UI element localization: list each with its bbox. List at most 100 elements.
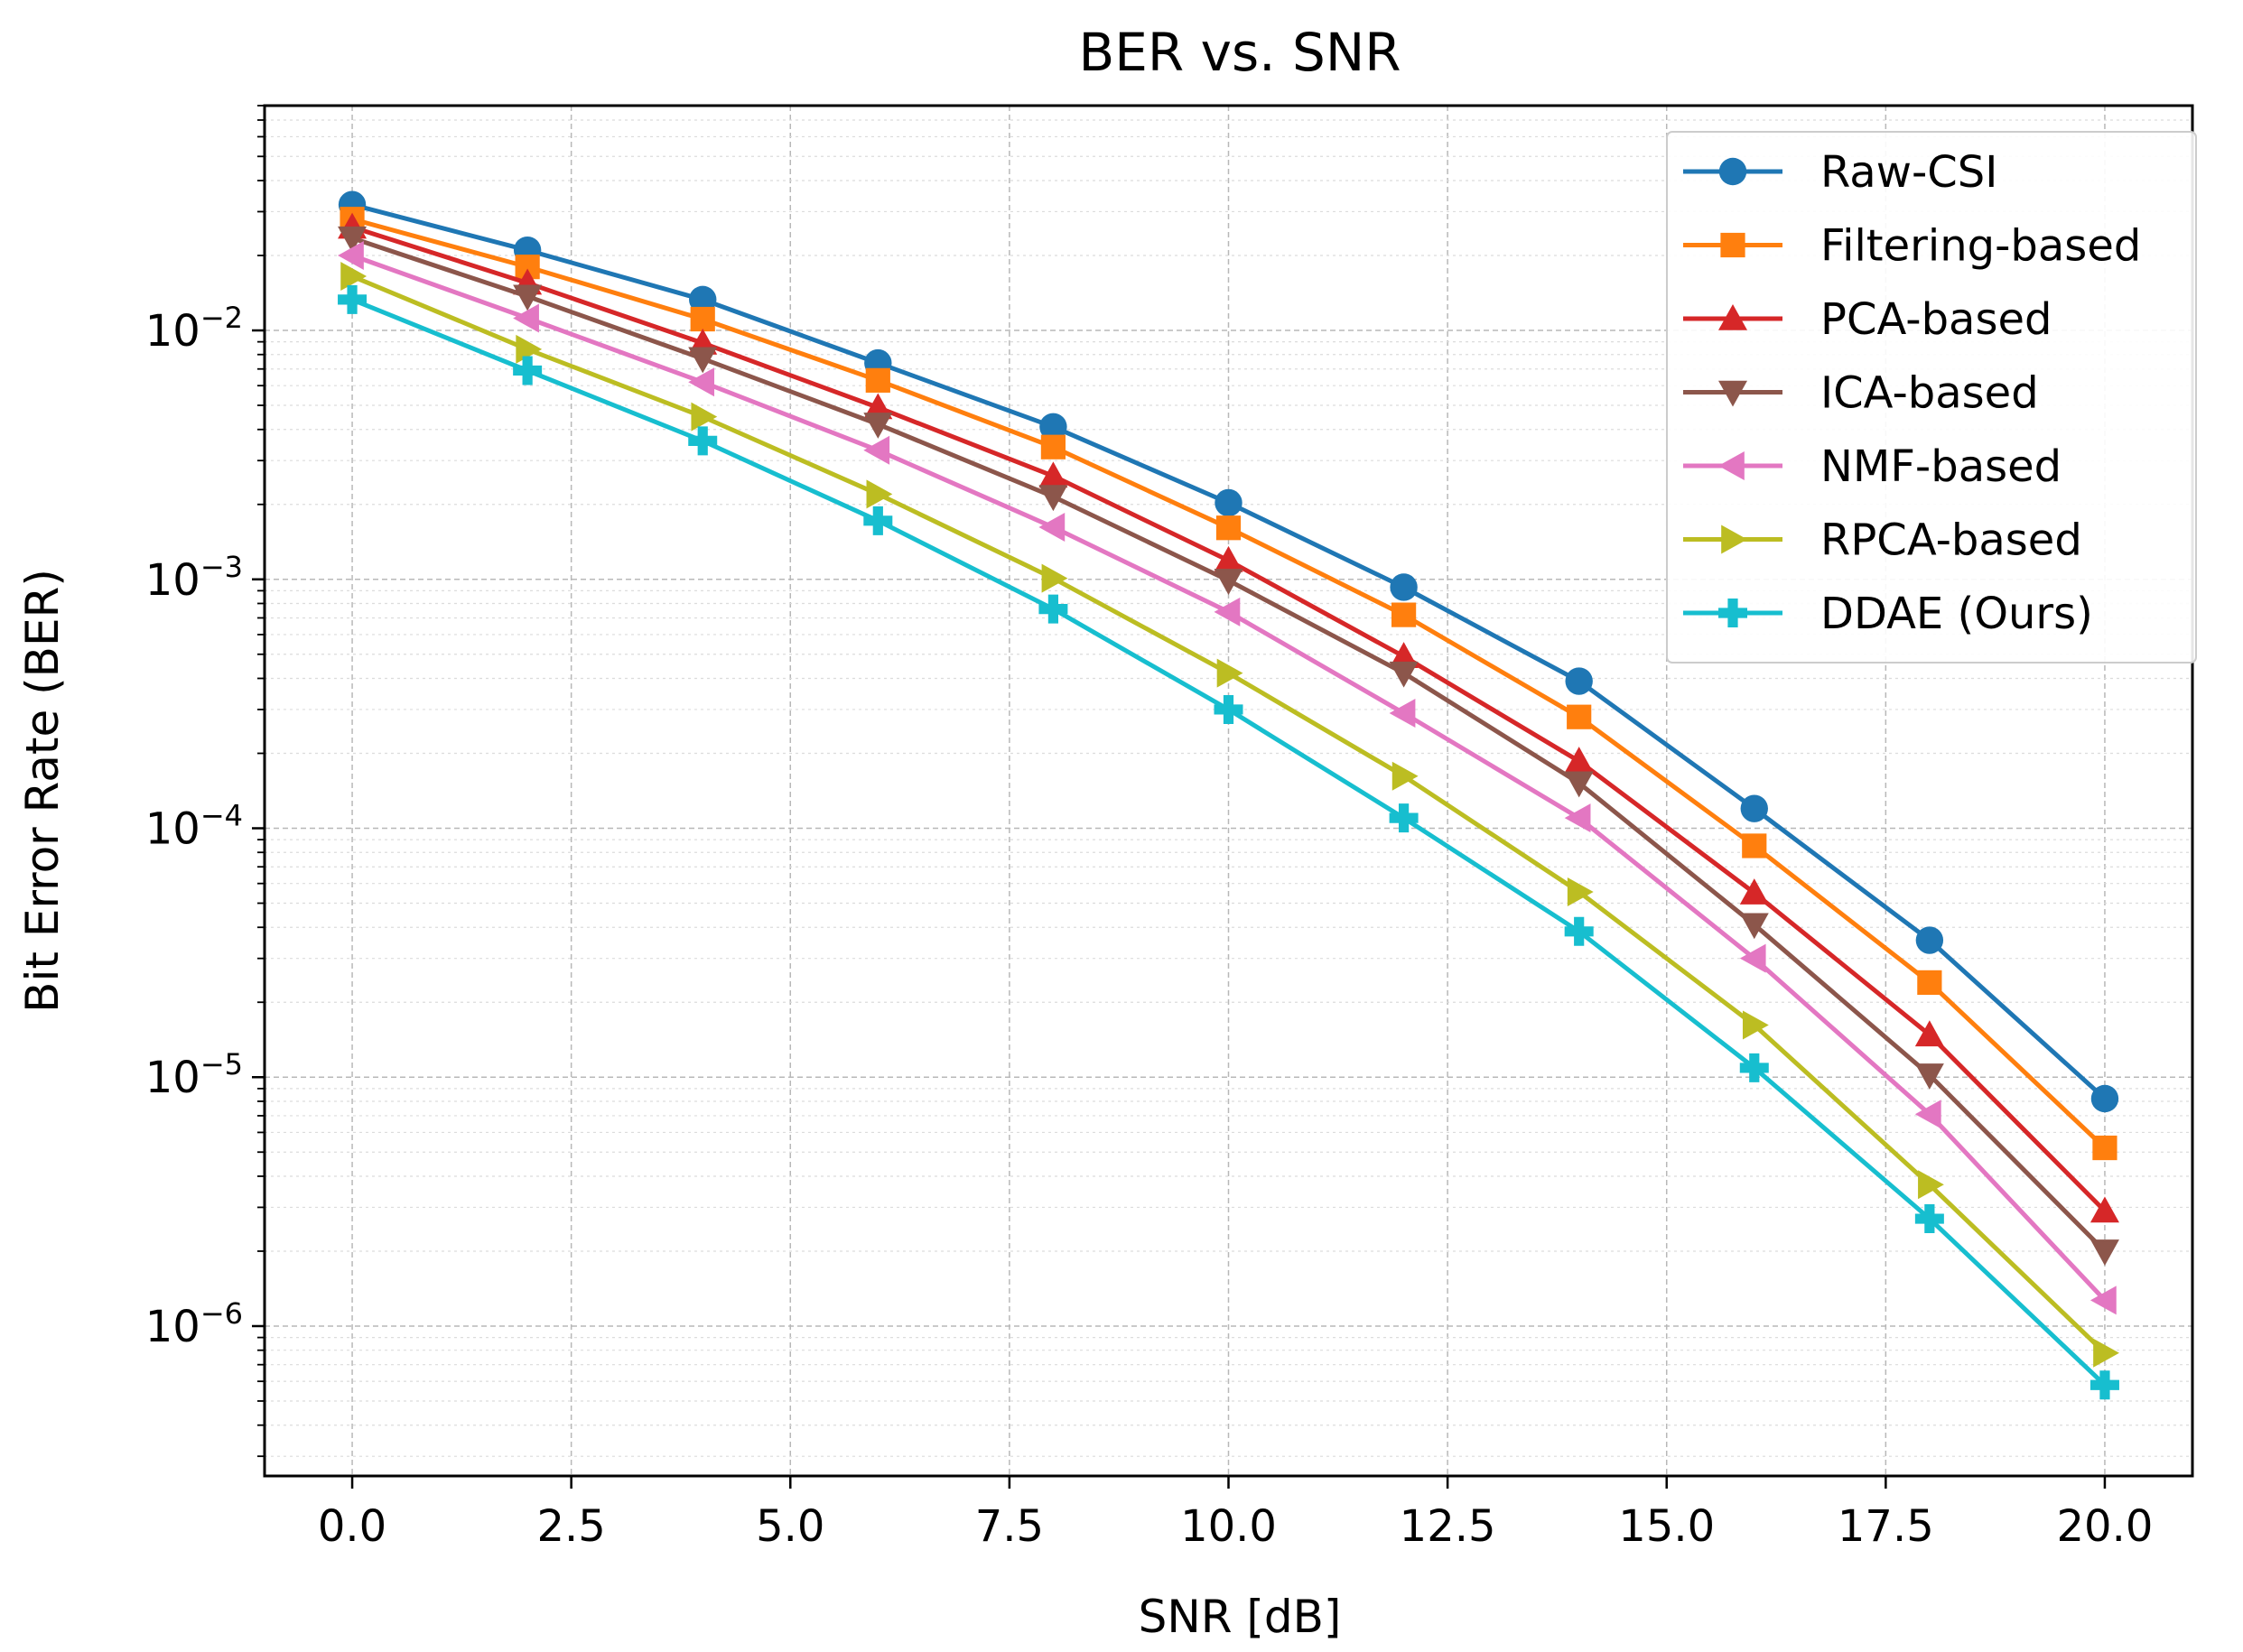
- data-point: [866, 479, 893, 509]
- data-point: [513, 303, 539, 333]
- data-point: [2089, 1196, 2119, 1223]
- data-point: [865, 367, 890, 393]
- legend-label: DDAE (Ours): [1820, 589, 2093, 639]
- data-point: [2093, 1338, 2119, 1368]
- y-tick-base: 10: [145, 1302, 200, 1352]
- data-point: [1742, 833, 1767, 858]
- data-point: [688, 347, 718, 374]
- data-point: [690, 306, 715, 332]
- data-point: [2089, 1239, 2119, 1266]
- data-point: [1718, 380, 1747, 407]
- data-point: [863, 506, 893, 535]
- data-point: [1918, 1170, 1944, 1200]
- legend: Raw-CSI Filtering-based PCA-based ICA-based…: [1666, 131, 2197, 664]
- y-tick-exponent: −3: [200, 550, 243, 584]
- data-point: [1564, 747, 1594, 773]
- data-point: [513, 284, 543, 311]
- y-axis-label: Bit Error Rate (BER): [16, 569, 69, 1013]
- legend-entry: RPCA-based: [1683, 515, 2082, 566]
- y-tick-label: 10−2: [145, 301, 243, 357]
- x-tick-label: 5.0: [756, 1501, 824, 1552]
- data-point: [1564, 803, 1591, 833]
- data-point: [1215, 488, 1242, 517]
- x-tick-label: 10.0: [1180, 1501, 1277, 1552]
- legend-entry: DDAE (Ours): [1683, 589, 2093, 639]
- tick-layer: 0.0 2.5 5.0 7.5 10.0 12.5 15.0 17.5 20.010−210−3…: [145, 105, 2154, 1552]
- data-point: [1914, 1063, 1944, 1090]
- data-point: [1914, 1204, 1944, 1234]
- data-point: [2089, 1285, 2117, 1315]
- data-point: [1214, 694, 1243, 724]
- legend-entry: ICA-based: [1683, 368, 2039, 419]
- x-tick-label: 15.0: [1618, 1501, 1715, 1552]
- data-point: [1214, 545, 1243, 572]
- legend-label: ICA-based: [1820, 368, 2039, 419]
- data-point: [1718, 157, 1747, 186]
- y-tick-exponent: −2: [200, 301, 243, 335]
- data-point: [1565, 667, 1593, 695]
- series-nmf-based: [338, 241, 2117, 1315]
- data-point: [1040, 434, 1066, 459]
- data-point: [1742, 1010, 1769, 1040]
- data-point: [1214, 569, 1243, 595]
- x-axis-label: SNR [dB]: [1139, 1591, 1342, 1643]
- data-point: [1041, 563, 1068, 593]
- data-point: [1216, 658, 1243, 688]
- data-point: [340, 262, 368, 292]
- data-point: [1915, 926, 1944, 954]
- x-tick-label: 12.5: [1400, 1501, 1496, 1552]
- data-point: [513, 356, 543, 385]
- data-point: [1564, 771, 1594, 798]
- data-point: [1389, 661, 1419, 688]
- data-point: [1721, 524, 1747, 554]
- data-point: [688, 367, 715, 397]
- y-tick-label: 10−3: [145, 550, 243, 606]
- data-point: [691, 402, 718, 432]
- legend-entry: Raw-CSI: [1683, 147, 1997, 198]
- data-point: [688, 426, 718, 456]
- y-tick-label: 10−6: [145, 1296, 243, 1352]
- data-point: [1739, 913, 1769, 940]
- series-pca-based: [338, 212, 2119, 1223]
- data-point: [1039, 413, 1067, 441]
- data-point: [689, 285, 717, 314]
- legend-label: RPCA-based: [1820, 515, 2082, 566]
- data-point: [1038, 512, 1066, 542]
- legend-label: NMF-based: [1820, 441, 2062, 492]
- data-point: [2089, 1370, 2119, 1400]
- data-point: [1389, 803, 1419, 833]
- legend-entry: PCA-based: [1683, 294, 2052, 345]
- data-point: [1718, 451, 1745, 480]
- data-point: [1390, 573, 1418, 601]
- y-tick-exponent: −5: [200, 1047, 243, 1081]
- legend-entry: NMF-based: [1683, 441, 2062, 492]
- data-point: [1567, 877, 1594, 907]
- y-tick-label: 10−4: [145, 799, 243, 855]
- data-point: [1567, 704, 1592, 729]
- legend-label: PCA-based: [1820, 294, 2052, 345]
- x-tick-label: 17.5: [1838, 1501, 1934, 1552]
- data-point: [1739, 943, 1766, 973]
- data-point: [1564, 916, 1594, 946]
- data-point: [1718, 599, 1747, 627]
- data-point: [1914, 1100, 1941, 1129]
- data-point: [1215, 515, 1242, 541]
- y-tick-label: 10−5: [145, 1047, 243, 1103]
- data-point: [863, 393, 893, 420]
- legend-box: [1666, 131, 2197, 664]
- data-point: [1214, 597, 1241, 626]
- data-point: [1917, 970, 1942, 996]
- data-point: [1389, 642, 1419, 668]
- y-tick-base: 10: [145, 804, 200, 855]
- data-point: [863, 435, 890, 465]
- y-tick-base: 10: [145, 555, 200, 606]
- data-point: [1739, 1053, 1769, 1082]
- data-point: [1914, 1020, 1944, 1047]
- data-point: [1038, 485, 1068, 512]
- series-ddae-ours: [338, 284, 2119, 1400]
- data-point: [1740, 794, 1768, 822]
- series-raw-csi: [338, 190, 2119, 1113]
- y-tick-exponent: −4: [200, 799, 243, 833]
- x-tick-label: 20.0: [2057, 1501, 2154, 1552]
